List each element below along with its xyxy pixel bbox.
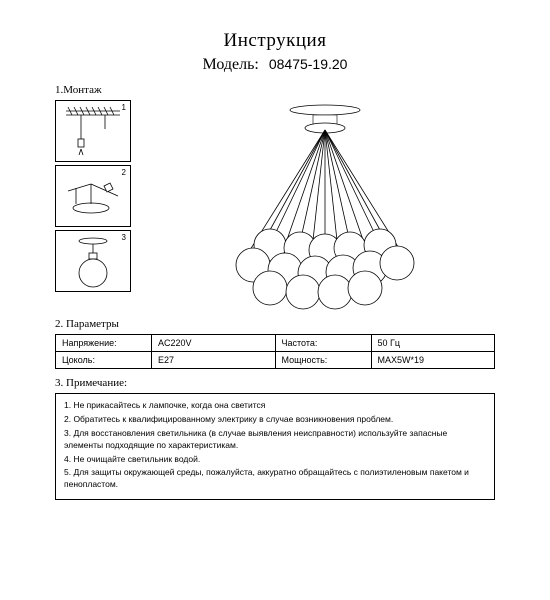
power-label: Мощность: <box>275 352 371 369</box>
socket-label: Цоколь: <box>56 352 152 369</box>
step-num-3: 3 <box>122 233 126 242</box>
note-3: 3. Для восстановления светильника (в слу… <box>64 428 486 452</box>
chandelier-icon <box>195 100 455 310</box>
steps-column: 1 2 <box>55 100 135 310</box>
step-box-3: 3 <box>55 230 131 292</box>
power-value: MAX5W*19 <box>371 352 494 369</box>
freq-value: 50 Гц <box>371 335 494 352</box>
doc-title: Инструкция <box>55 30 495 52</box>
voltage-value: AC220V <box>152 335 275 352</box>
section-params: 2. Параметры <box>55 318 495 330</box>
step3-icon <box>56 231 130 291</box>
step-box-2: 2 <box>55 165 131 227</box>
model-number: 08475-19.20 <box>269 56 348 72</box>
model-label: Модель: <box>203 56 259 73</box>
socket-value: E27 <box>152 352 275 369</box>
step-box-1: 1 <box>55 100 131 162</box>
table-row: Цоколь: E27 Мощность: MAX5W*19 <box>56 352 495 369</box>
table-row: Напряжение: AC220V Частота: 50 Гц <box>56 335 495 352</box>
note-1: 1. Не прикасайтесь к лампочке, когда она… <box>64 400 486 412</box>
fixture-diagram <box>155 100 495 310</box>
montage-area: 1 2 <box>55 100 495 310</box>
step2-icon <box>56 166 130 226</box>
step-num-2: 2 <box>122 168 126 177</box>
section-montage: 1.Монтаж <box>55 84 495 96</box>
note-4: 4. Не очищайте светильник водой. <box>64 454 486 466</box>
section-notes: 3. Примечание: <box>55 377 495 389</box>
step-num-1: 1 <box>122 103 126 112</box>
note-2: 2. Обратитесь к квалифицированному элект… <box>64 414 486 426</box>
model-row: Модель: 08475-19.20 <box>55 56 495 74</box>
header: Инструкция Модель: 08475-19.20 <box>55 30 495 74</box>
notes-box: 1. Не прикасайтесь к лампочке, когда она… <box>55 393 495 500</box>
step1-icon <box>56 101 130 161</box>
voltage-label: Напряжение: <box>56 335 152 352</box>
note-5: 5. Для защиты окружающей среды, пожалуйс… <box>64 467 486 491</box>
params-table: Напряжение: AC220V Частота: 50 Гц Цоколь… <box>55 334 495 369</box>
freq-label: Частота: <box>275 335 371 352</box>
